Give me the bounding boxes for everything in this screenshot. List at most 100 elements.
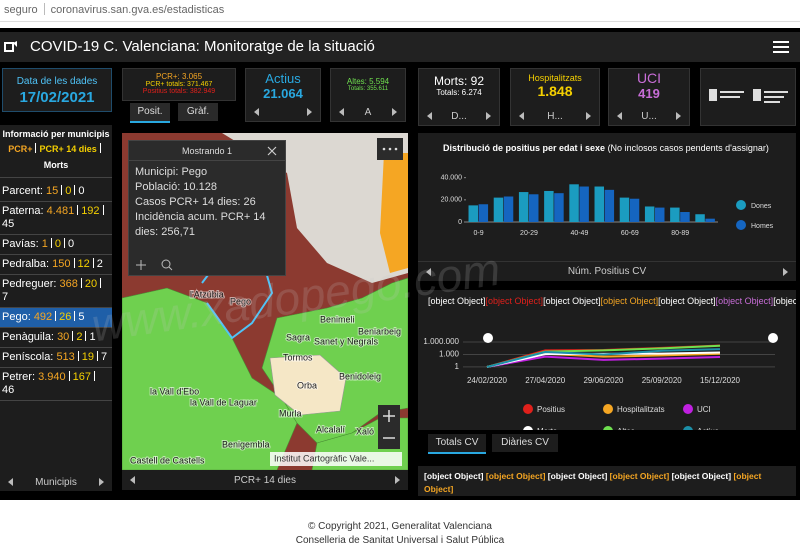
municipi-row[interactable]: Peníscola: 513 19 7 <box>0 348 112 368</box>
range-handle[interactable] <box>768 333 778 343</box>
actius-box: Actius 21.064 <box>245 68 321 122</box>
bar <box>518 192 529 222</box>
municipi-row[interactable]: Pedralba: 150 12 2 <box>0 255 112 275</box>
logo-icon <box>4 41 17 52</box>
pager[interactable]: Municipis <box>0 473 112 491</box>
legend-swatch <box>523 404 533 414</box>
bar <box>619 197 630 222</box>
security: seguro <box>4 4 38 16</box>
separator <box>97 351 99 361</box>
actius-value: 21.064 <box>263 86 303 101</box>
pcr14: 2 <box>76 331 83 343</box>
pager[interactable]: Núm. Positius CV <box>418 261 796 281</box>
altes-box: Altes: 5.594 Totals: 355.611 A <box>330 68 406 122</box>
pcr: 368 <box>59 278 78 290</box>
line-chart: [object Object][object Object][object Ob… <box>423 296 796 430</box>
bar <box>554 193 564 222</box>
pcr14: 12 <box>77 258 90 270</box>
place-label: la Vall de Laguar <box>190 397 257 407</box>
tab[interactable]: Gràf. <box>178 103 218 121</box>
y-tick-label: 0 <box>458 219 462 226</box>
place-label: Beniarbeig <box>358 326 401 336</box>
municipi-row[interactable]: Pedreguer: 368 20 7 <box>0 275 112 308</box>
menu[interactable] <box>773 39 789 55</box>
place-label: Orba <box>297 380 317 390</box>
close[interactable] <box>267 146 277 156</box>
date-box: Data de les dades 17/02/2021 <box>2 68 112 112</box>
municipi-name: Penàguila: <box>2 331 54 343</box>
legend-item: PCR+ <box>8 144 33 154</box>
separator <box>85 331 87 341</box>
pcr: 1 <box>41 238 48 250</box>
x-tick-label: 80-89 <box>671 230 689 237</box>
place-label: Benidoleig <box>339 371 381 381</box>
title-part: [object Object] <box>773 296 796 306</box>
pager[interactable] <box>246 103 320 121</box>
legend-label: Homes <box>751 223 774 230</box>
separator <box>77 205 79 215</box>
morts: 0 <box>78 185 85 197</box>
x-tick-label: 25/09/2020 <box>642 376 683 385</box>
separator <box>55 311 57 321</box>
pcr14: 0 <box>54 238 61 250</box>
pager[interactable]: D... <box>419 107 499 125</box>
copyright: © Copyright 2021, Generalitat Valenciana <box>308 521 492 532</box>
municipi-name: Pedralba: <box>2 258 50 270</box>
map-region <box>380 153 408 273</box>
place-label: Sanet y Negrals <box>314 336 379 346</box>
municipi-name: Peníscola: <box>2 351 54 363</box>
altes-daily: Altes: 5.594 <box>346 77 390 86</box>
municipi-row[interactable]: Pego: 492 26 5 <box>0 308 112 328</box>
municipi-row[interactable]: Parcent: 15 0 0 <box>0 182 112 202</box>
popup-body: Municipi: Pego Població: 10.128 Casos PC… <box>129 161 285 244</box>
y-tick-label: 40.000 <box>441 174 463 181</box>
municipi-name: Pedreguer: <box>2 278 57 290</box>
url: coronavirus.san.gva.es/estadisticas <box>50 4 225 16</box>
popup: Mostrando 1 Municipi: Pego Població: 10.… <box>128 140 286 276</box>
separator <box>99 143 101 153</box>
bar <box>705 218 715 222</box>
place-label: l'Atzúbia <box>190 289 224 299</box>
panel-title: Informació per municipis <box>2 129 110 139</box>
tab[interactable]: Totals CV <box>428 434 486 454</box>
bar <box>529 194 539 222</box>
separator <box>72 331 74 341</box>
bar <box>655 207 665 222</box>
separator <box>64 238 65 248</box>
legend-label: Positius <box>537 405 565 414</box>
separator <box>73 258 75 268</box>
pager[interactable]: H... <box>511 107 599 125</box>
date-value: 17/02/2021 <box>19 89 95 106</box>
separator <box>61 185 63 195</box>
pager[interactable]: A <box>331 103 405 121</box>
morts: 1 <box>89 331 96 343</box>
pcr: 30 <box>57 331 70 343</box>
municipi-row[interactable]: Paterna: 4.481 192 45 <box>0 202 112 235</box>
municipi-row[interactable]: Petrer: 3.940 167 46 <box>0 368 112 401</box>
pager[interactable]: U... <box>609 107 689 125</box>
separator <box>93 371 95 381</box>
pcr14: 19 <box>81 351 95 363</box>
municipi-row[interactable]: Penàguila: 30 2 1 <box>0 328 112 348</box>
bar <box>503 196 514 222</box>
popup-tools[interactable] <box>135 259 175 271</box>
separator <box>80 278 82 288</box>
attribution: Institut Cartogràfic Vale... <box>274 453 374 463</box>
range-handle[interactable] <box>483 333 493 343</box>
tab[interactable]: Posit. <box>130 103 170 123</box>
morts-total: Totals: 6.274 <box>436 88 482 97</box>
map-region <box>269 354 347 416</box>
header: COVID-19 C. Valenciana: Monitoratge de l… <box>0 32 800 62</box>
x-tick-label: 29/06/2020 <box>583 376 624 385</box>
bar <box>493 197 504 222</box>
tab[interactable]: Diàries CV <box>492 434 558 452</box>
legend-label: Dones <box>751 203 772 210</box>
pcr: 513 <box>56 351 75 363</box>
municipi-name: Pego: <box>2 311 31 323</box>
pager[interactable]: PCR+ 14 dies <box>122 470 408 490</box>
municipi-name: Paterna: <box>2 205 44 217</box>
address-bar[interactable]: seguro coronavirus.san.gva.es/estadistica… <box>0 0 800 22</box>
legend-label: UCI <box>697 405 711 414</box>
